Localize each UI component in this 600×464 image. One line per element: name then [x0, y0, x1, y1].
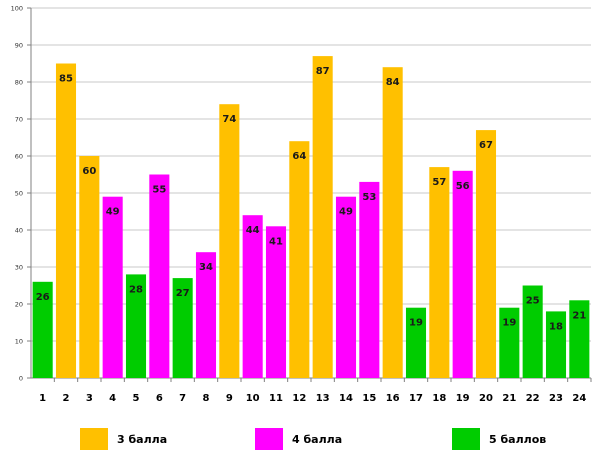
bar [312, 56, 333, 378]
data-label: 67 [479, 140, 493, 151]
x-tick-label: 17 [409, 393, 423, 404]
y-tick-label: 40 [15, 227, 23, 235]
bar [452, 170, 473, 378]
y-tick-label: 10 [15, 338, 23, 346]
x-tick-label: 2 [63, 393, 70, 404]
data-label: 18 [549, 321, 563, 332]
x-tick-label: 21 [502, 393, 516, 404]
bar [265, 226, 287, 378]
data-label: 25 [526, 296, 540, 307]
data-label: 19 [502, 318, 516, 329]
y-tick-label: 70 [15, 116, 23, 124]
x-tick-label: 18 [432, 393, 446, 404]
bar [475, 130, 497, 378]
legend-label-4: 4 балла [292, 432, 343, 446]
x-tick-label: 8 [203, 393, 210, 404]
x-tick-label: 24 [572, 393, 586, 404]
data-label: 87 [316, 66, 330, 77]
data-label: 41 [269, 236, 283, 247]
data-label: 60 [82, 166, 96, 177]
x-tick-label: 9 [226, 393, 233, 404]
data-label: 57 [432, 177, 446, 188]
bar [79, 156, 100, 378]
x-tick-label: 7 [179, 393, 186, 404]
data-label: 49 [106, 207, 120, 218]
bar [405, 307, 427, 378]
data-label: 26 [36, 292, 50, 303]
data-label: 28 [129, 284, 143, 295]
x-tick-label: 22 [526, 393, 540, 404]
y-tick-label: 80 [15, 79, 23, 87]
bar [335, 196, 357, 378]
data-label: 53 [362, 192, 376, 203]
x-tick-label: 3 [86, 393, 93, 404]
bars [32, 56, 590, 378]
axes [27, 7, 592, 382]
y-tick-labels: 0 10 20 30 40 50 60 70 80 90 100 [11, 5, 23, 383]
x-tick-label: 19 [456, 393, 470, 404]
bar [149, 174, 170, 378]
data-label: 84 [386, 77, 400, 88]
data-labels: 26 85 60 49 28 55 27 34 74 44 41 64 87 49 53 84 19 57 56 67… [36, 66, 587, 332]
legend-label-5: 5 баллов [489, 432, 547, 446]
data-label: 34 [199, 262, 213, 273]
x-tick-label: 6 [156, 393, 163, 404]
bar [102, 196, 123, 378]
y-tick-label: 90 [15, 42, 23, 50]
bar [569, 300, 590, 378]
gridlines [31, 7, 591, 342]
bar [32, 281, 53, 378]
data-label: 49 [339, 207, 353, 218]
y-tick-label: 100 [11, 5, 23, 13]
x-tick-label: 20 [479, 393, 493, 404]
x-tick-label: 5 [133, 393, 140, 404]
bar [289, 141, 310, 378]
x-tick-label: 14 [339, 393, 353, 404]
y-tick-label: 30 [15, 264, 23, 272]
y-tick-label: 60 [15, 153, 23, 161]
bar [499, 307, 520, 378]
y-tick-label: 50 [15, 190, 23, 198]
data-label: 44 [246, 225, 260, 236]
data-label: 27 [176, 288, 190, 299]
legend-item-5: 5 баллов [452, 428, 546, 450]
data-label: 74 [222, 114, 236, 125]
bar [545, 311, 567, 378]
bar [359, 181, 380, 378]
legend-item-3: 3 балла [80, 428, 167, 450]
bar [522, 285, 543, 378]
x-tick-label: 1 [39, 393, 46, 404]
x-tick-label: 13 [316, 393, 330, 404]
bar [242, 215, 263, 378]
x-tick-labels: 1 2 3 4 5 6 7 8 9 10 11 12 13 14 15 16 17 18 19 20 21 22 23 24 [39, 393, 586, 404]
data-label: 19 [409, 318, 423, 329]
x-tick-label: 10 [246, 393, 260, 404]
data-label: 56 [456, 181, 470, 192]
data-label: 21 [572, 310, 586, 321]
x-tick-label: 11 [269, 393, 283, 404]
x-tick-label: 15 [362, 393, 376, 404]
x-tick-label: 16 [386, 393, 400, 404]
legend-item-4: 4 балла [255, 428, 342, 450]
bar [429, 167, 450, 378]
bar [172, 278, 193, 378]
legend-swatch-4 [255, 428, 283, 450]
legend-swatch-5 [452, 428, 480, 450]
data-label: 55 [152, 185, 166, 196]
x-tick-label: 23 [549, 393, 563, 404]
legend-label-3: 3 балла [117, 432, 168, 446]
data-label: 64 [292, 151, 306, 162]
bar [219, 104, 240, 378]
bar [382, 67, 403, 378]
bar [125, 274, 147, 378]
y-tick-label: 20 [15, 301, 23, 309]
data-label: 85 [59, 74, 73, 85]
x-tick-label: 12 [292, 393, 306, 404]
bar [55, 63, 77, 378]
y-tick-label: 0 [19, 375, 23, 383]
x-tick-label: 4 [109, 393, 116, 404]
bar [195, 252, 217, 378]
legend-swatch-3 [80, 428, 108, 450]
